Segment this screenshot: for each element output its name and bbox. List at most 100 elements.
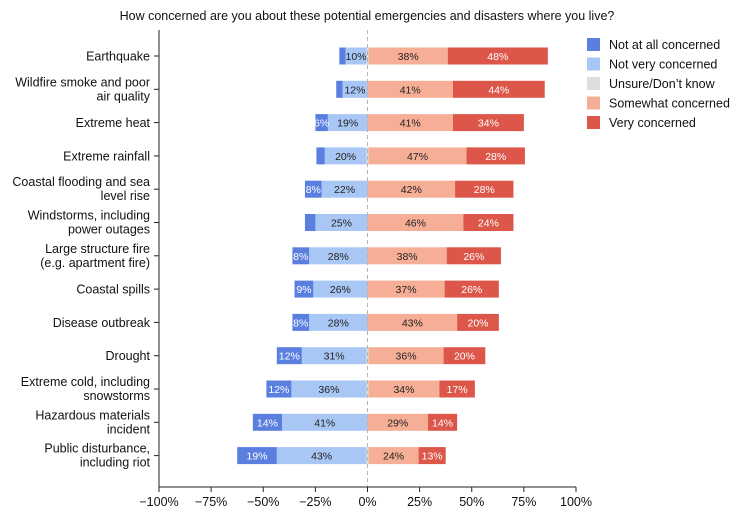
bar-segment-not-very-concerned-9 bbox=[301, 347, 367, 365]
data-label: 44% bbox=[488, 84, 509, 96]
bar-segment-not-at-all-concerned-9 bbox=[276, 347, 302, 365]
data-label: 19% bbox=[337, 118, 358, 130]
bars-layer bbox=[237, 47, 548, 465]
data-label: 37% bbox=[396, 284, 417, 296]
bar-segment-somewhat-concerned-4 bbox=[367, 180, 456, 198]
x-tick-label: −75% bbox=[195, 495, 227, 509]
x-tick-label: 100% bbox=[560, 495, 592, 509]
legend-swatch bbox=[587, 77, 600, 90]
data-label: 22% bbox=[334, 184, 355, 196]
data-label: 8% bbox=[306, 184, 321, 196]
bar-segment-somewhat-concerned-1 bbox=[367, 80, 453, 98]
bar-segment-very-concerned-10 bbox=[439, 380, 475, 398]
legend: Not at all concerned Not very concerned Un… bbox=[587, 38, 730, 130]
bar-segment-very-concerned-6 bbox=[446, 247, 501, 265]
bar-segment-somewhat-concerned-5 bbox=[367, 214, 464, 231]
data-label: 43% bbox=[311, 451, 332, 463]
legend-label: Not at all concerned bbox=[609, 38, 720, 52]
bar-segment-very-concerned-7 bbox=[444, 280, 499, 298]
bar-segment-not-very-concerned-12 bbox=[276, 447, 367, 465]
data-label: 24% bbox=[383, 451, 404, 463]
category-label: Wildfire smoke and poor bbox=[15, 75, 150, 89]
bar-segment-not-very-concerned-8 bbox=[309, 313, 368, 331]
data-label: 28% bbox=[485, 151, 506, 163]
data-label: 20% bbox=[335, 151, 356, 163]
category-label: snowstorms bbox=[83, 389, 150, 403]
bar-segment-unsure-don-t-know-12 bbox=[366, 447, 369, 465]
bar-segment-somewhat-concerned-11 bbox=[367, 413, 428, 431]
data-label: 12% bbox=[268, 384, 289, 396]
bar-segment-not-very-concerned-7 bbox=[313, 280, 368, 298]
data-label: 28% bbox=[474, 184, 495, 196]
data-label: 19% bbox=[246, 451, 267, 463]
category-label: Earthquake bbox=[86, 50, 150, 64]
bar-segment-very-concerned-12 bbox=[418, 447, 446, 465]
bar-segment-not-very-concerned-10 bbox=[291, 380, 367, 398]
legend-swatch bbox=[587, 38, 600, 51]
bar-segment-somewhat-concerned-12 bbox=[368, 447, 419, 465]
data-label: 14% bbox=[432, 417, 453, 429]
bar-segment-somewhat-concerned-7 bbox=[367, 280, 445, 298]
category-label: power outages bbox=[68, 223, 150, 237]
x-tick-label: 75% bbox=[511, 495, 536, 509]
category-label: Windstorms, including bbox=[28, 209, 150, 223]
category-label: Extreme heat bbox=[76, 116, 151, 130]
bar-segment-unsure-don-t-know-0 bbox=[366, 47, 369, 65]
bar-segment-not-at-all-concerned-4 bbox=[304, 180, 322, 198]
bar-segment-somewhat-concerned-9 bbox=[368, 347, 444, 365]
data-label: 8% bbox=[293, 251, 308, 263]
bar-segment-very-concerned-9 bbox=[443, 347, 486, 365]
bar-segment-somewhat-concerned-8 bbox=[367, 313, 458, 331]
data-labels-layer: 10% 38% 48% 12% 41% 44% 19% 6% 41% 34% 20% 47% 28% 22… bbox=[246, 51, 509, 463]
data-label: 12% bbox=[344, 84, 365, 96]
category-label: Disease outbreak bbox=[53, 316, 151, 330]
bar-segment-very-concerned-11 bbox=[427, 413, 458, 431]
legend-label: Unsure/Don’t know bbox=[609, 77, 716, 91]
bar-segment-unsure-don-t-know-3 bbox=[366, 147, 369, 165]
data-label: 6% bbox=[314, 118, 329, 130]
bar-segment-very-concerned-5 bbox=[463, 214, 514, 231]
bar-segment-very-concerned-3 bbox=[466, 147, 525, 165]
data-label: 48% bbox=[487, 51, 508, 63]
bar-segment-not-at-all-concerned-8 bbox=[292, 313, 310, 331]
data-label: 9% bbox=[296, 284, 311, 296]
data-label: 36% bbox=[396, 351, 417, 363]
data-label: 8% bbox=[293, 317, 308, 329]
data-label: 36% bbox=[318, 384, 339, 396]
category-label: Public disturbance, bbox=[44, 442, 150, 456]
bar-segment-somewhat-concerned-10 bbox=[368, 380, 440, 398]
data-label: 26% bbox=[330, 284, 351, 296]
bar-segment-not-at-all-concerned-7 bbox=[294, 280, 314, 298]
data-label: 47% bbox=[407, 151, 428, 163]
bar-segment-not-at-all-concerned-5 bbox=[304, 214, 316, 231]
data-label: 28% bbox=[328, 251, 349, 263]
x-tick-label: −100% bbox=[139, 495, 178, 509]
legend-swatch bbox=[587, 96, 600, 110]
x-tick-label: −50% bbox=[247, 495, 279, 509]
category-label: Coastal flooding and sea bbox=[12, 175, 150, 189]
data-label: 26% bbox=[463, 251, 484, 263]
chart-title: How concerned are you about these potent… bbox=[120, 9, 615, 23]
category-label: incident bbox=[107, 422, 151, 436]
bar-segment-not-very-concerned-5 bbox=[315, 214, 368, 231]
data-label: 38% bbox=[398, 51, 419, 63]
bar-segment-not-very-concerned-4 bbox=[321, 180, 368, 198]
data-label: 29% bbox=[387, 417, 408, 429]
data-label: 41% bbox=[400, 118, 421, 130]
bar-segment-not-at-all-concerned-1 bbox=[336, 80, 343, 98]
category-label: Coastal spills bbox=[76, 283, 150, 297]
bar-segment-not-at-all-concerned-6 bbox=[292, 247, 310, 265]
data-label: 41% bbox=[400, 84, 421, 96]
bar-segment-very-concerned-4 bbox=[455, 180, 514, 198]
category-label: Large structure fire bbox=[45, 242, 150, 256]
data-label: 12% bbox=[279, 351, 300, 363]
bar-segment-not-at-all-concerned-12 bbox=[237, 447, 277, 465]
bar-segment-not-at-all-concerned-11 bbox=[252, 413, 283, 431]
data-label: 41% bbox=[314, 417, 335, 429]
data-label: 46% bbox=[405, 218, 426, 230]
bar-segment-not-very-concerned-2 bbox=[327, 114, 368, 132]
data-label: 28% bbox=[328, 317, 349, 329]
bar-segment-very-concerned-2 bbox=[452, 114, 524, 132]
